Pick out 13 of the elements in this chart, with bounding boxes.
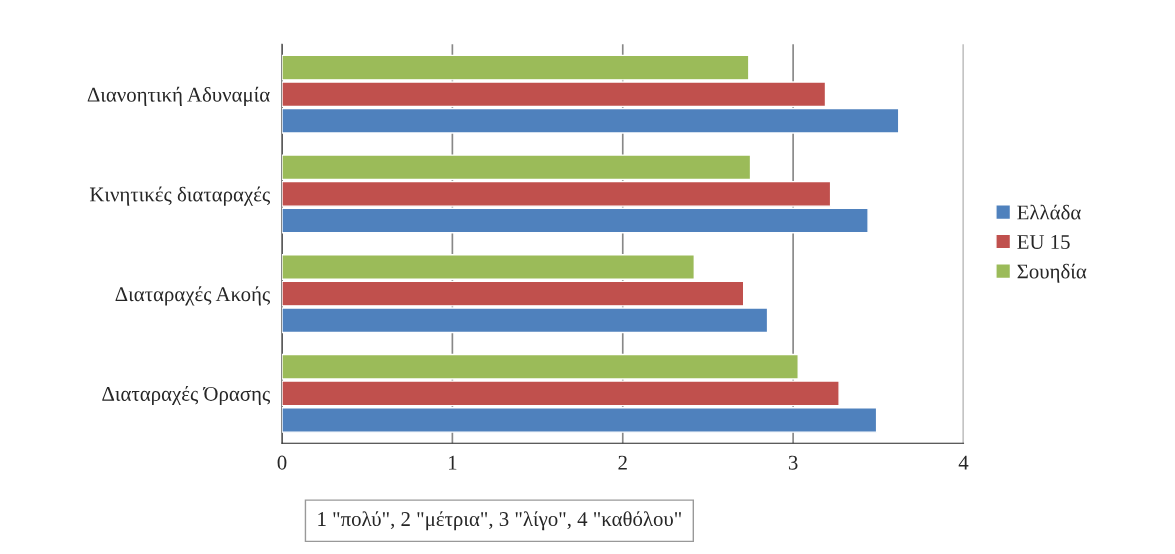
x-tick-label: 3	[788, 455, 798, 470]
x-tick-label: 4	[958, 455, 969, 470]
x-tick-label: 0	[277, 455, 287, 470]
legend-label: Σουηδία	[1017, 263, 1087, 283]
y-tick-label: Διανοητική Αδυναμία	[87, 86, 270, 106]
y-tick-label: Διαταραχές Ακοής	[115, 286, 270, 306]
x-tick-label: 2	[618, 455, 627, 470]
y-tick-label: Κινητικές διαταραχές	[89, 186, 270, 206]
legend-label: Ελλάδα	[1017, 204, 1081, 220]
legend-label: EU 15	[1017, 235, 1070, 249]
y-tick-label: Διαταραχές Όρασης	[102, 385, 270, 406]
x-tick-label: 1	[449, 455, 457, 470]
text: 1 "πολύ", 2 "μέτρια", 3 "λίγο", 4 "καθόλου"	[318, 511, 681, 531]
